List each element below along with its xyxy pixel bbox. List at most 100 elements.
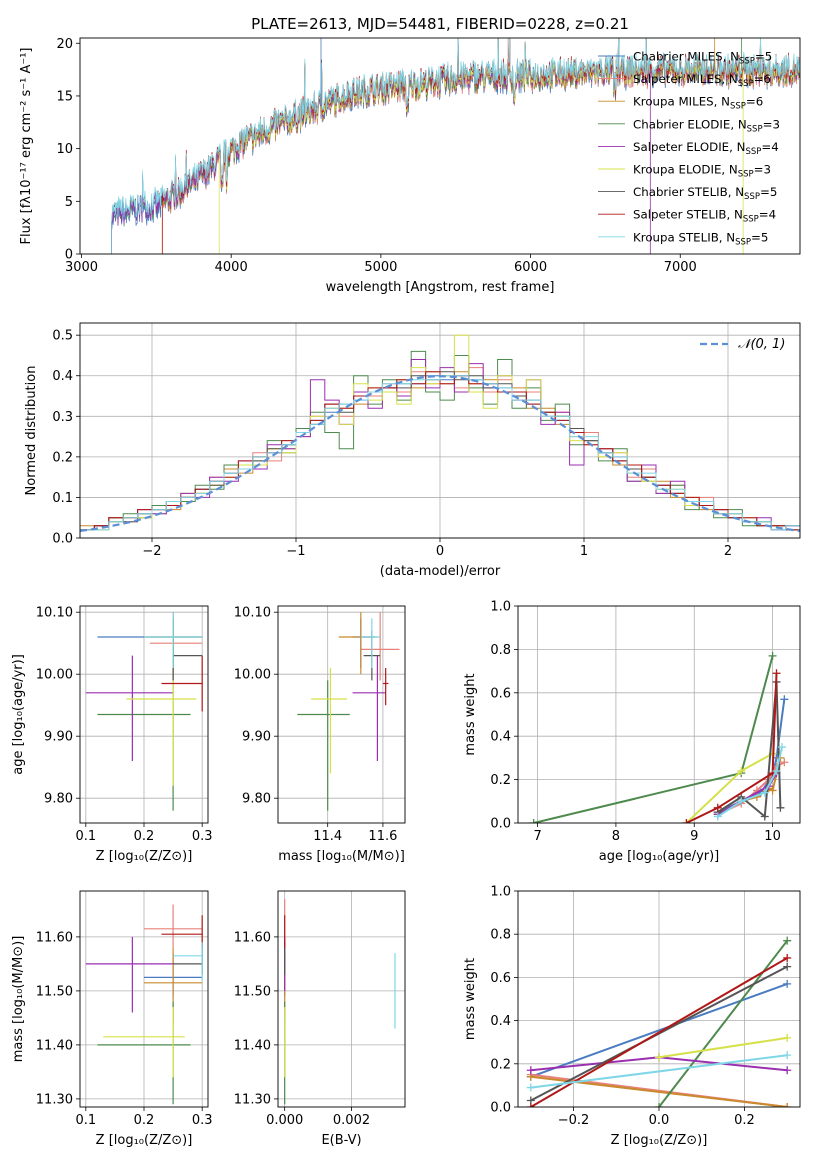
legend-label: Salpeter STELIB, NSSP=4: [633, 208, 776, 225]
y-tick-label: 0.2: [490, 773, 511, 788]
panel-age_vs_mass: 11.4 11.6 9.80 9.90 10.00 10.10 mass [log₁₀(M/…: [234, 605, 406, 864]
x-tick-label: 3000: [65, 260, 98, 275]
x-tick-label: 0.2: [134, 829, 155, 844]
y-axis-label: mass [log₁₀(M/M⊙)]: [11, 936, 26, 1063]
panel-weight_vs_age: 7 8 9 10 0.0 0.2 0.4 0.6 0.8 1.0 age [log₁₀(age/yr…: [463, 600, 801, 864]
y-tick-label: 0.4: [490, 730, 511, 745]
panel-spectrum: 3000 4000 5000 6000 7000 0 5 10 15 20 wavelength […: [19, 15, 801, 295]
weight-marker: [783, 936, 792, 945]
weight-marker: [783, 962, 792, 971]
y-tick-label: 11.30: [234, 1092, 271, 1107]
legend-label: Chabrier STELIB, NSSP=5: [633, 185, 777, 202]
y-tick-label: 10.10: [36, 606, 73, 621]
y-tick-label: 10.00: [234, 668, 271, 683]
axes-frame: [79, 37, 801, 255]
legend-label: Kroupa STELIB, NSSP=5: [633, 230, 768, 247]
x-tick-label: 7000: [664, 260, 697, 275]
x-axis-label: Z [log₁₀(Z/Z⊙)]: [96, 1133, 193, 1148]
legend-label: Chabrier ELODIE, NSSP=3: [633, 117, 780, 134]
weight-marker: [682, 819, 691, 823]
y-tick-label: 15: [56, 89, 73, 104]
legend-label: Kroupa ELODIE, NSSP=3: [633, 163, 771, 180]
x-tick-label: 10: [764, 829, 781, 844]
y-tick-label: 0.8: [490, 643, 511, 658]
x-tick-label: −1: [286, 544, 305, 559]
weight-line: [533, 655, 774, 823]
weight-marker: [772, 669, 781, 678]
weight-marker: [772, 766, 781, 775]
legend-label: 𝒩(0, 1): [738, 337, 785, 352]
weight-marker: [768, 786, 777, 795]
x-tick-label: 7: [533, 829, 541, 844]
x-tick-label: 0.1: [75, 1113, 96, 1128]
weight-marker: [783, 1051, 792, 1060]
legend-label: Kroupa MILES, NSSP=6: [633, 95, 763, 112]
weight-marker: [783, 953, 792, 962]
axes-frame: [277, 890, 406, 1108]
y-axis-label: age [log₁₀(age/yr)]: [11, 654, 26, 775]
x-axis-label: Z [log₁₀(Z/Z⊙)]: [96, 849, 193, 864]
y-tick-label: 0.5: [52, 329, 73, 344]
weight-marker: [526, 1103, 535, 1107]
y-tick-label: 10.10: [234, 606, 271, 621]
weight-marker: [760, 788, 769, 797]
x-tick-label: 5000: [364, 260, 397, 275]
weight-line: [530, 1054, 788, 1089]
x-tick-label: 0.0: [649, 1113, 670, 1128]
x-tick-label: 0.2: [134, 1113, 155, 1128]
weight-marker: [655, 1103, 663, 1107]
weight-marker: [780, 695, 789, 704]
y-tick-label: 10: [56, 142, 73, 157]
weight-marker: [737, 766, 746, 775]
weight-line: [658, 940, 788, 1107]
weight-line: [658, 1036, 788, 1059]
y-axis-label: mass weight: [463, 958, 478, 1040]
chart-title: PLATE=2613, MJD=54481, FIBERID=0228, z=0…: [251, 15, 629, 33]
x-tick-label: 0.1: [75, 829, 96, 844]
y-tick-label: 0.2: [52, 450, 73, 465]
axes-frame: [277, 605, 406, 824]
y-tick-label: 0.0: [490, 817, 511, 832]
x-tick-label: 4000: [215, 260, 248, 275]
y-tick-label: 0.4: [490, 1014, 511, 1029]
x-tick-label: 1: [580, 544, 588, 559]
legend-label: Chabrier MILES, NSSP=5: [633, 50, 772, 67]
axes-frame: [79, 890, 209, 1108]
x-axis-label: Z [log₁₀(Z/Z⊙)]: [611, 1133, 708, 1148]
x-tick-label: −2: [142, 544, 161, 559]
weight-marker: [777, 743, 786, 752]
y-tick-label: 0.1: [52, 491, 73, 506]
plot-area: [85, 612, 203, 811]
y-tick-label: 0.0: [490, 1101, 511, 1116]
x-tick-label: 6000: [514, 260, 547, 275]
weight-marker: [776, 803, 785, 812]
x-tick-label: 0.002: [333, 1113, 370, 1128]
weight-marker: [655, 1053, 663, 1062]
y-axis-label: Normed distribution: [24, 366, 39, 496]
weight-line: [685, 673, 778, 823]
y-tick-label: 0.0: [52, 532, 73, 547]
y-tick-label: 9.90: [44, 730, 73, 745]
y-tick-label: 11.60: [234, 930, 271, 945]
y-tick-label: 10.00: [36, 668, 73, 683]
y-tick-label: 11.30: [36, 1092, 73, 1107]
panel-mass_vs_ebv: 0.000 0.002 11.30 11.40 11.50 11.60 E(B-V): [234, 890, 406, 1148]
weight-marker: [780, 758, 789, 767]
x-tick-label: 2: [724, 544, 732, 559]
y-tick-label: 0.2: [490, 1057, 511, 1072]
x-tick-label: 0: [436, 544, 444, 559]
x-axis-label: age [log₁₀(age/yr)]: [599, 849, 720, 864]
y-tick-label: 0.8: [490, 928, 511, 943]
weight-marker: [783, 1033, 792, 1042]
x-tick-label: −0.2: [558, 1113, 590, 1128]
weight-line: [530, 982, 788, 1078]
plot-area: [529, 651, 789, 823]
weight-marker: [783, 1066, 792, 1075]
x-tick-label: 11.6: [368, 829, 397, 844]
axes-frame: [79, 605, 209, 824]
x-tick-label: 0.3: [192, 829, 213, 844]
y-tick-label: 0.4: [52, 369, 73, 384]
y-tick-label: 11.50: [234, 984, 271, 999]
plot-area: [85, 904, 203, 1105]
